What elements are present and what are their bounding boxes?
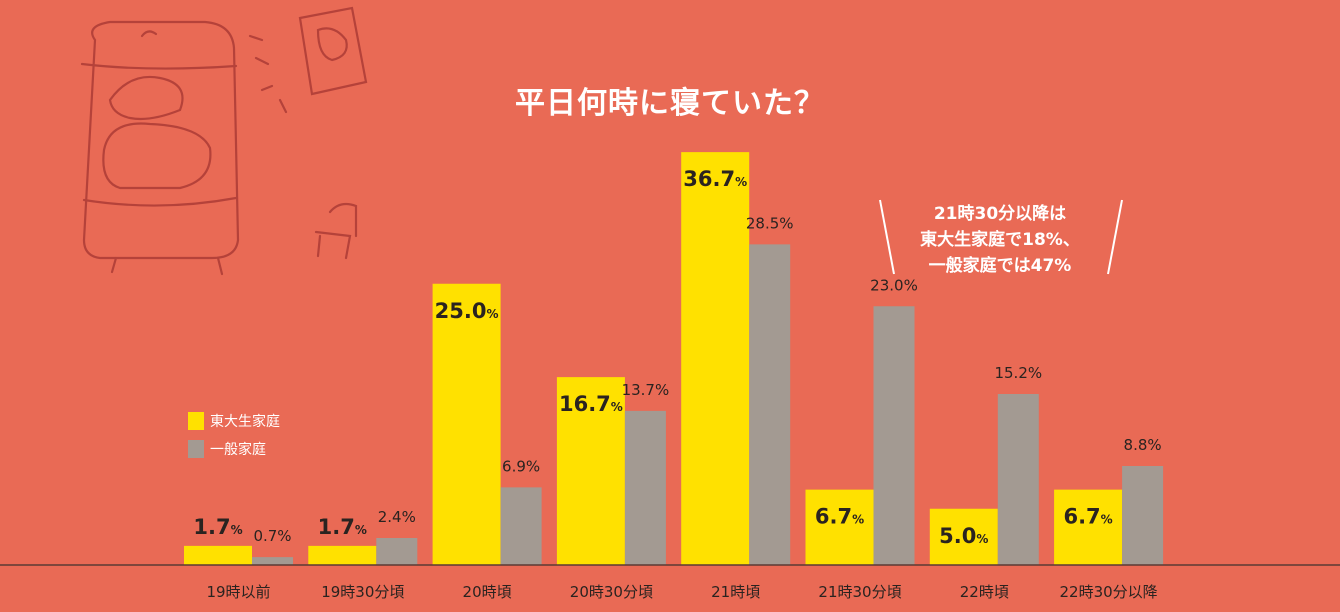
bar-general [1122, 466, 1164, 565]
value-label-general: 23.0% [870, 276, 918, 294]
value-label-general: 2.4% [378, 508, 416, 526]
value-label-todai: 1.7% [318, 515, 367, 539]
bar-todai [805, 489, 874, 565]
bar-todai [1054, 489, 1123, 565]
legend-swatch-todai [188, 412, 204, 430]
bar-general [252, 557, 293, 565]
bar-todai [308, 545, 377, 565]
category-label: 21時頃 [711, 583, 760, 601]
value-label-general: 15.2% [994, 364, 1042, 382]
category-label: 19時30分頃 [321, 583, 404, 601]
value-label-todai: 1.7% [193, 515, 242, 539]
bar-general [749, 244, 791, 565]
category-label: 19時以前 [206, 583, 270, 601]
legend-label-todai: 東大生家庭 [210, 414, 280, 430]
value-label-general: 0.7% [253, 527, 291, 545]
legend-swatch-general [188, 440, 204, 458]
value-label-todai: 5.0% [939, 524, 988, 548]
legend-label-general: 一般家庭 [210, 442, 266, 458]
bar-todai [929, 508, 998, 565]
note-line: 一般家庭では47% [928, 256, 1072, 276]
category-label: 20時30分頃 [570, 583, 653, 601]
bar-general [873, 306, 915, 565]
note-line: 東大生家庭で18%、 [920, 230, 1080, 250]
chart-title: 平日何時に寝ていた？ [515, 86, 825, 121]
bar-general [624, 410, 666, 565]
value-label-general: 8.8% [1124, 436, 1162, 454]
note-line: 21時30分以降は [933, 204, 1067, 224]
decoration-illustration [80, 6, 368, 276]
category-label: 20時頃 [463, 583, 512, 601]
legend-item-general: 一般家庭 [188, 438, 280, 460]
category-label: 21時30分頃 [818, 583, 901, 601]
bar-todai [681, 152, 750, 565]
category-label: 22時30分以降 [1060, 583, 1158, 601]
bar-todai [184, 545, 252, 565]
bar-todai [432, 283, 501, 565]
value-label-general: 13.7% [622, 381, 670, 399]
bar-general [376, 538, 418, 565]
value-label-general: 6.9% [502, 457, 540, 475]
category-label: 22時頃 [960, 583, 1009, 601]
note-bracket-left [879, 199, 895, 275]
annotation-note: 21時30分以降は 東大生家庭で18%、 一般家庭では47% [900, 201, 1100, 279]
bar-general [997, 394, 1039, 565]
bar-todai [556, 377, 625, 565]
bar-general [500, 487, 542, 565]
legend-item-todai: 東大生家庭 [188, 410, 280, 432]
legend: 東大生家庭 一般家庭 [188, 410, 280, 466]
note-bracket-right [1107, 199, 1123, 275]
value-label-general: 28.5% [746, 214, 794, 232]
